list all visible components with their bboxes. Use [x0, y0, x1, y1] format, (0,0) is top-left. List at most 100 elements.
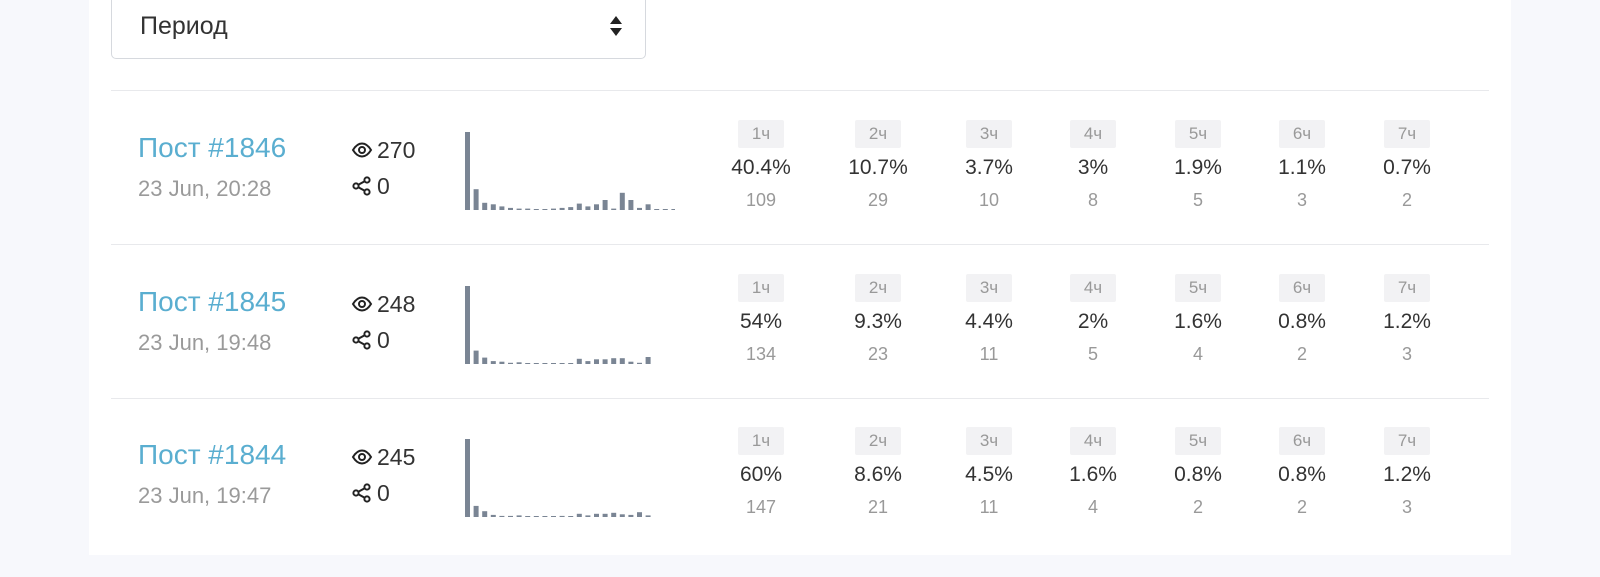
sparkline-bar — [594, 359, 599, 364]
hour-count: 23 — [867, 344, 889, 364]
share-icon — [351, 329, 373, 351]
sparkline-bar — [542, 516, 548, 517]
hour-count: 109 — [745, 190, 777, 210]
hour-badge: 2ч — [854, 120, 902, 148]
sparkline-bar — [551, 363, 556, 364]
sparkline-bar — [465, 439, 470, 517]
sparkline-bar — [637, 207, 642, 210]
sparkline-bar — [576, 203, 582, 210]
hour-percent: 10.7% — [848, 156, 908, 179]
sparkline-bar — [619, 192, 625, 210]
hour-stat: 6ч 1.1% 3 — [1247, 120, 1357, 211]
sparkline-bar — [585, 206, 591, 210]
post-title-link[interactable]: Пост #1846 — [138, 132, 287, 163]
hour-badge: 4ч — [1069, 427, 1117, 455]
post-title-link[interactable]: Пост #1845 — [138, 286, 287, 317]
sparkline-bar — [533, 516, 539, 517]
sparkline-bar — [559, 363, 565, 364]
hour-count: 11 — [979, 344, 999, 364]
hour-stat: 7ч 1.2% 3 — [1352, 274, 1462, 365]
hour-count: 3 — [1401, 497, 1412, 517]
shares-stat: 0 — [351, 326, 390, 354]
hour-count: 29 — [867, 190, 889, 210]
hour-percent: 60% — [739, 463, 783, 486]
sort-arrows-icon — [610, 16, 622, 36]
hour-percent: 9.3% — [854, 310, 902, 333]
sparkline-bar — [654, 209, 660, 210]
sparkline-bar — [473, 350, 479, 364]
sparkline-bar — [568, 516, 574, 517]
hour-stat: 2ч 9.3% 23 — [823, 274, 933, 365]
divider — [111, 90, 1489, 91]
shares-stat: 0 — [351, 172, 390, 200]
hour-stat: 2ч 10.7% 29 — [823, 120, 933, 211]
post-row: Пост #1845 23 Jun, 19:48 248 0 1ч 54% 134 2… — [89, 274, 1511, 424]
hour-badge: 4ч — [1069, 274, 1117, 302]
sparkline-bar — [671, 209, 675, 210]
sparkline-bar — [499, 361, 505, 364]
hour-count: 21 — [867, 497, 889, 517]
hour-percent: 40.4% — [731, 156, 791, 179]
sparkline-bar — [473, 189, 479, 210]
views-stat: 270 — [351, 136, 415, 164]
views-count: 245 — [377, 443, 416, 470]
sparkline-bar — [559, 207, 565, 210]
divider — [111, 244, 1489, 245]
hour-percent: 8.6% — [854, 463, 902, 486]
hour-stat: 6ч 0.8% 2 — [1247, 427, 1357, 518]
divider — [111, 398, 1489, 399]
sparkline-bar — [662, 209, 668, 210]
hour-badge: 4ч — [1069, 120, 1117, 148]
views-stat: 248 — [351, 290, 415, 318]
hour-badge: 6ч — [1278, 427, 1326, 455]
hour-percent: 1.9% — [1174, 156, 1222, 179]
hour-stat: 5ч 1.9% 5 — [1143, 120, 1253, 211]
period-select[interactable]: Период — [111, 0, 646, 59]
hour-count: 8 — [1087, 190, 1098, 210]
hour-stat: 4ч 1.6% 4 — [1038, 427, 1148, 518]
hour-badge: 7ч — [1383, 274, 1431, 302]
hour-percent: 2% — [1077, 310, 1109, 333]
sparkline-bar — [628, 361, 634, 364]
hour-stat: 6ч 0.8% 2 — [1247, 274, 1357, 365]
sparkline-bar — [619, 358, 625, 364]
sparkline-bar — [619, 514, 625, 517]
hour-percent: 3% — [1077, 156, 1109, 179]
shares-stat: 0 — [351, 479, 390, 507]
hour-percent: 4.5% — [965, 463, 1013, 486]
sparkline-bar — [516, 362, 522, 364]
hour-percent: 0.8% — [1278, 310, 1326, 333]
sparkline-bar — [482, 202, 488, 210]
eye-icon — [351, 139, 373, 161]
sparkline-bar — [533, 363, 539, 364]
shares-count: 0 — [377, 479, 390, 506]
sparkline-bar — [637, 512, 642, 517]
sparkline-bar — [465, 132, 470, 210]
sparkline-bar — [490, 514, 496, 517]
hour-count: 10 — [978, 190, 1000, 210]
views-sparkline — [465, 132, 675, 210]
sparkline-bar — [499, 206, 505, 210]
sparkline-bar — [508, 515, 513, 517]
hour-stat: 7ч 0.7% 2 — [1352, 120, 1462, 211]
sparkline-bar — [516, 208, 522, 210]
hour-stat: 4ч 2% 5 — [1038, 274, 1148, 365]
sparkline-bar — [473, 505, 479, 517]
hour-count: 3 — [1296, 190, 1307, 210]
sparkline-bar — [551, 208, 556, 210]
sparkline-bar — [594, 204, 599, 210]
hour-count: 3 — [1401, 344, 1412, 364]
sparkline-bar — [482, 511, 488, 517]
hour-stat: 1ч 60% 147 — [706, 427, 816, 518]
sparkline-bar — [576, 358, 582, 364]
sparkline-bar — [525, 208, 531, 210]
post-title-link[interactable]: Пост #1844 — [138, 439, 287, 470]
hour-stat: 4ч 3% 8 — [1038, 120, 1148, 211]
hour-percent: 1.2% — [1383, 463, 1431, 486]
sparkline-bar — [576, 513, 582, 517]
hour-percent: 1.6% — [1174, 310, 1222, 333]
views-count: 270 — [377, 136, 416, 163]
hour-count: 5 — [1087, 344, 1098, 364]
post-date: 23 Jun, 19:48 — [138, 330, 272, 355]
hour-badge: 1ч — [737, 427, 785, 455]
